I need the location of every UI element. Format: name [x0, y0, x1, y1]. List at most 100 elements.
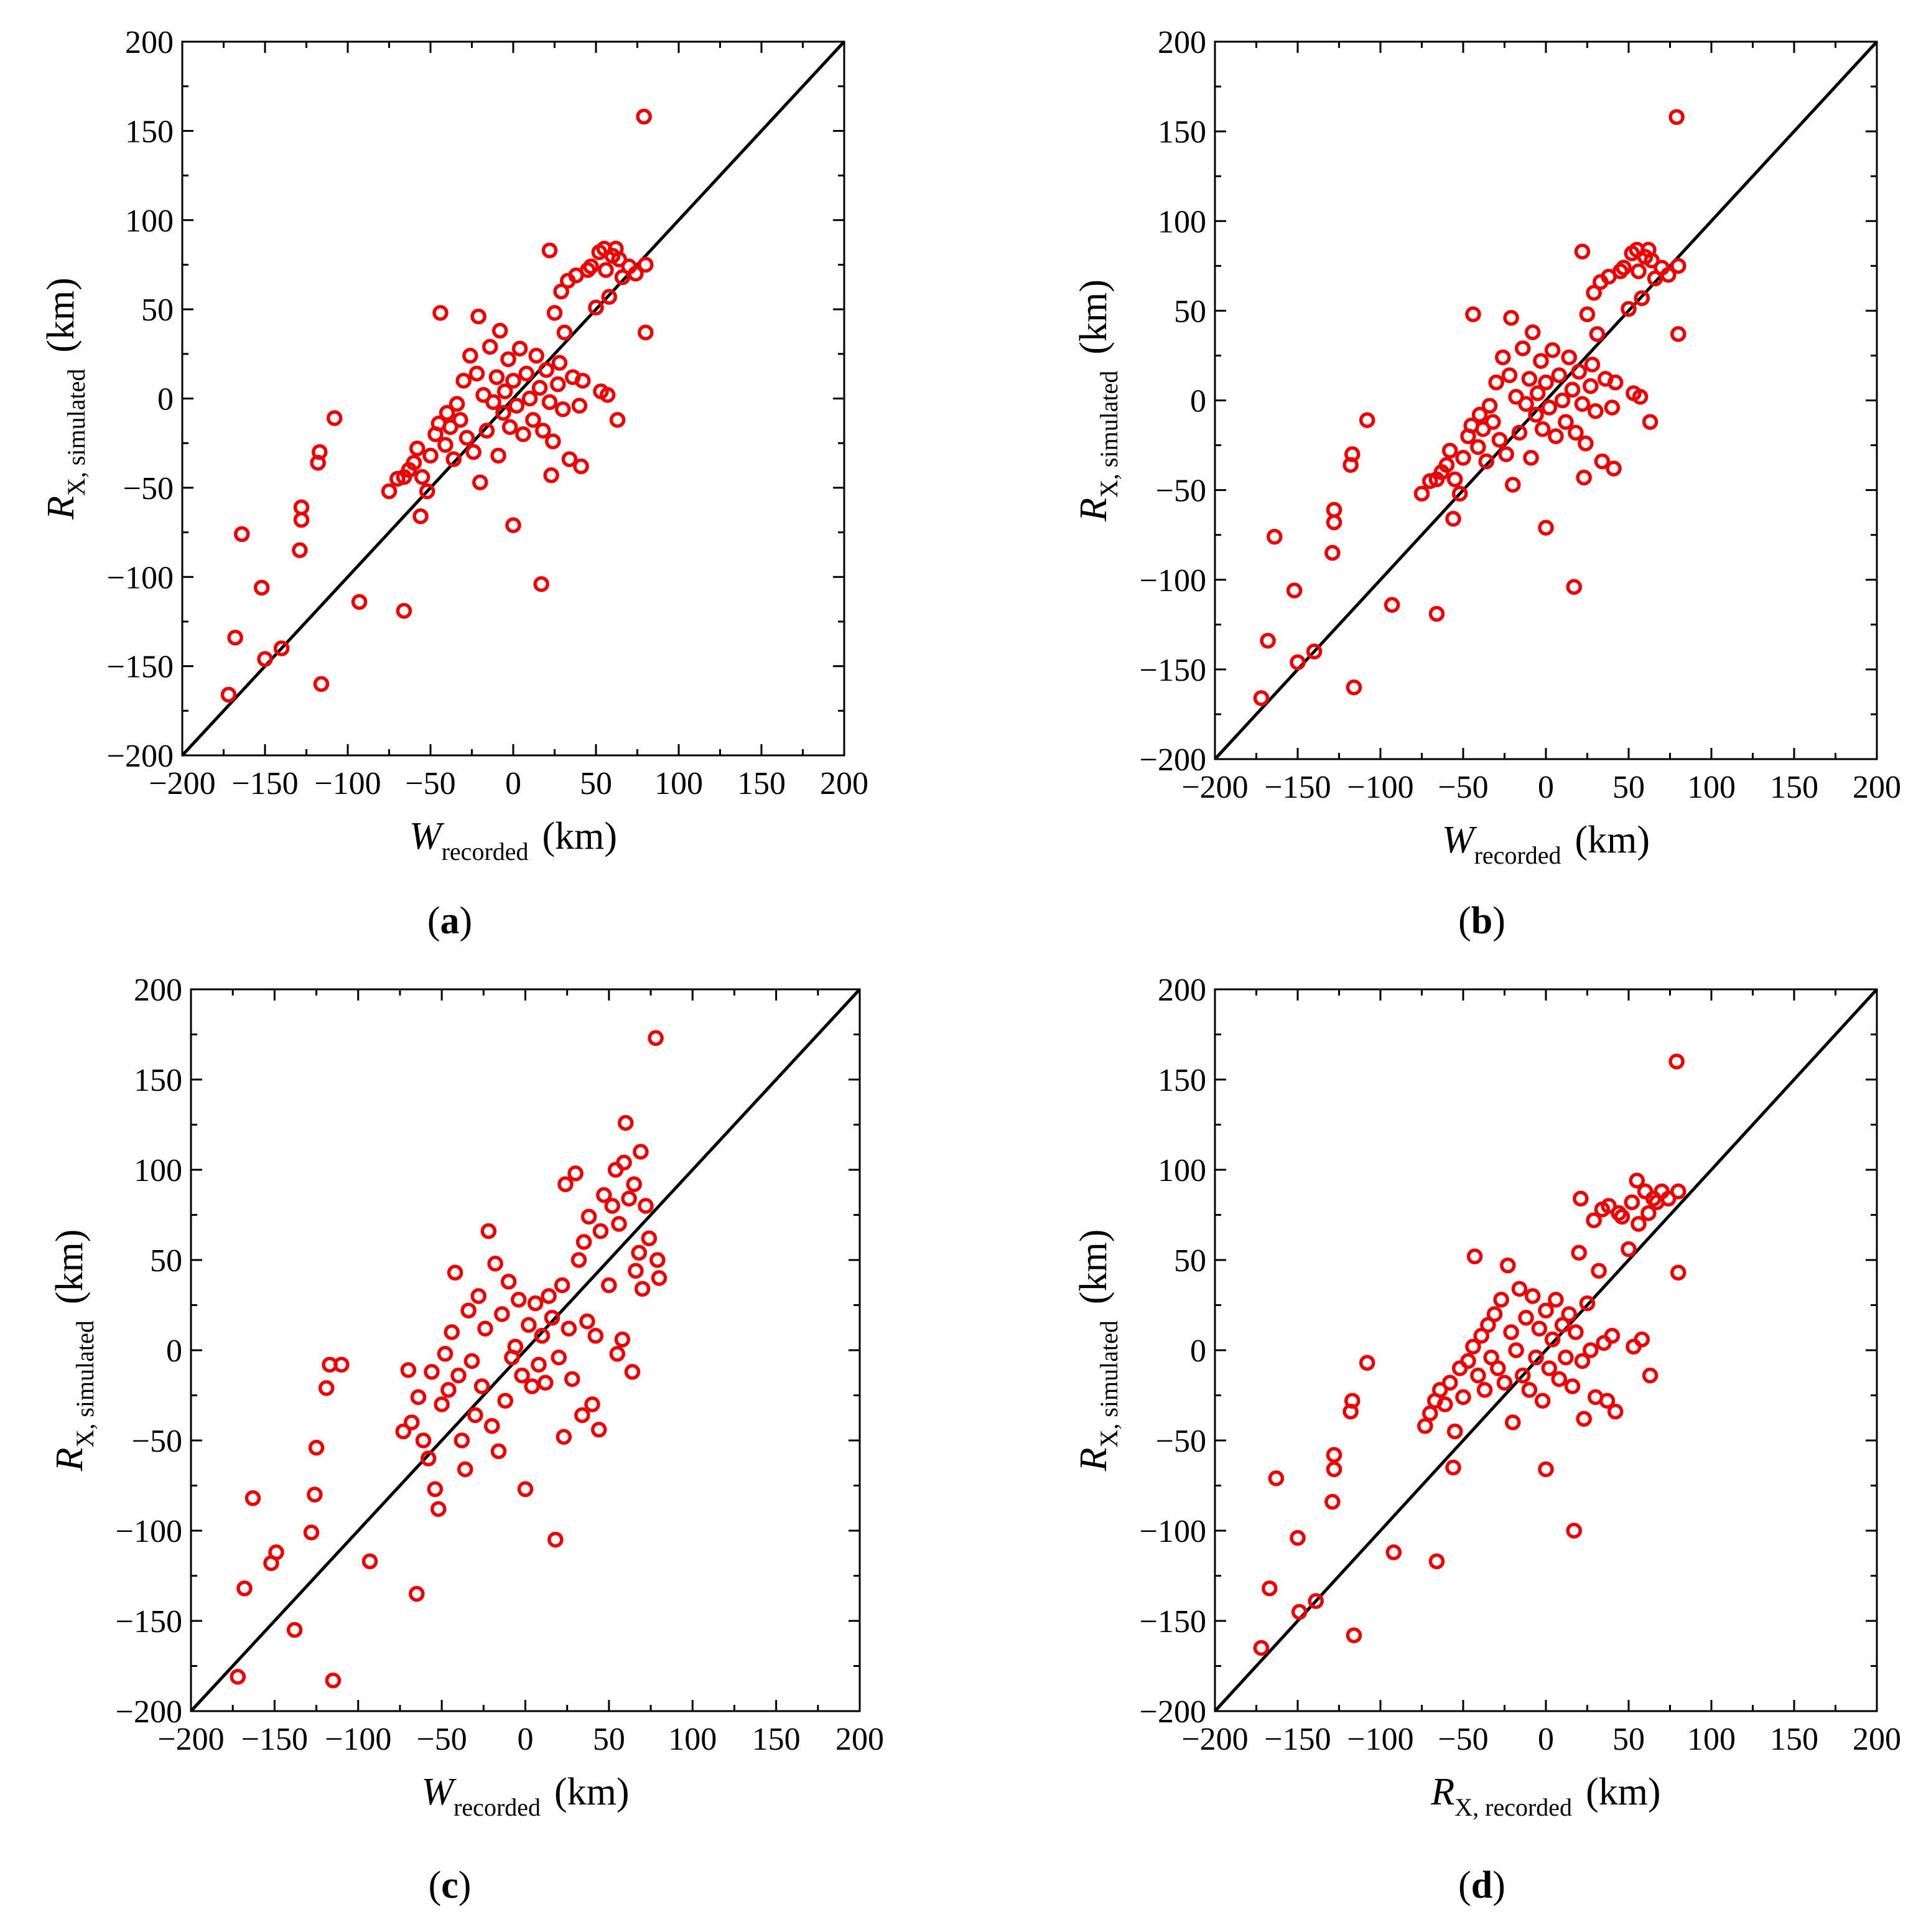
data-point — [442, 419, 458, 436]
data-point — [1551, 1371, 1568, 1388]
y-axis-title: RX, simulated(km) — [1072, 1230, 1123, 1472]
data-point — [1578, 435, 1594, 452]
data-point — [1475, 421, 1491, 437]
data-point — [1253, 1640, 1270, 1656]
data-point — [310, 454, 326, 471]
data-point — [1521, 1382, 1538, 1398]
data-point — [1621, 1241, 1637, 1258]
x-tick-label: −50 — [1438, 770, 1488, 805]
data-point — [1326, 514, 1342, 531]
data-point — [308, 1439, 325, 1456]
y-tick-label: 150 — [125, 114, 174, 149]
data-point — [1500, 1257, 1516, 1274]
panel-label: (c) — [429, 1864, 472, 1906]
data-point — [633, 1144, 649, 1160]
data-point — [227, 629, 243, 646]
data-point — [303, 1524, 320, 1541]
data-point — [1308, 1593, 1324, 1609]
data-point — [573, 458, 589, 475]
data-point — [1445, 510, 1461, 527]
data-points — [230, 1030, 668, 1689]
data-point — [1642, 1367, 1658, 1384]
data-point — [1490, 1360, 1506, 1376]
data-point — [409, 441, 426, 457]
reference-line — [190, 988, 861, 1712]
y-tick-label: 100 — [125, 203, 174, 239]
data-point — [455, 373, 472, 389]
x-tick-label: 50 — [1612, 770, 1645, 805]
data-point — [293, 511, 310, 528]
data-point — [1441, 442, 1458, 459]
data-point — [1614, 1208, 1631, 1225]
y-tick-label: −150 — [116, 1604, 182, 1640]
data-point — [1385, 1544, 1402, 1561]
data-point — [1566, 1523, 1582, 1539]
x-tick-label: 50 — [593, 1722, 625, 1757]
data-point — [457, 1461, 473, 1478]
data-point — [273, 640, 290, 656]
data-point — [351, 594, 368, 610]
data-point — [1515, 340, 1531, 357]
data-point — [1260, 633, 1276, 649]
data-point — [1505, 1414, 1521, 1430]
data-point — [596, 1187, 612, 1203]
data-point — [507, 1338, 524, 1355]
data-point — [1359, 412, 1375, 428]
data-point — [485, 394, 501, 410]
data-point — [564, 1371, 580, 1388]
data-point — [1571, 363, 1587, 380]
data-point — [1466, 1248, 1483, 1264]
data-point — [604, 1198, 620, 1214]
data-point — [1534, 421, 1551, 437]
data-point — [546, 305, 563, 321]
data-point — [1478, 453, 1494, 470]
data-point — [1422, 473, 1438, 489]
x-tick-label: −200 — [149, 766, 215, 801]
data-point — [1604, 1328, 1621, 1344]
y-tick-label: 0 — [1190, 1333, 1206, 1369]
data-point — [1616, 259, 1632, 276]
data-point — [1579, 306, 1596, 322]
data-point — [1660, 266, 1677, 283]
data-point — [452, 412, 468, 428]
data-point — [1428, 605, 1445, 622]
x-tick-label: −200 — [1181, 1722, 1248, 1757]
data-point — [636, 108, 652, 125]
data-point — [518, 365, 535, 382]
data-point — [1583, 378, 1599, 394]
data-point — [462, 347, 478, 364]
data-point — [500, 351, 516, 368]
data-point — [574, 1407, 590, 1424]
data-point — [1515, 1367, 1531, 1384]
data-point — [1481, 398, 1498, 414]
y-tick-label: −100 — [1140, 1514, 1206, 1549]
data-point — [1548, 428, 1564, 444]
data-point — [598, 262, 614, 278]
data-point — [1326, 502, 1342, 518]
y-tick-label: 50 — [1174, 294, 1206, 329]
data-points — [220, 108, 654, 703]
data-point — [547, 1531, 564, 1548]
data-point — [396, 602, 412, 619]
data-point — [1524, 324, 1541, 340]
data-point — [524, 1378, 540, 1394]
data-point — [1485, 414, 1501, 430]
x-tick-label: 0 — [1538, 770, 1554, 805]
data-point — [531, 380, 548, 396]
data-point — [1538, 520, 1554, 536]
data-point — [1533, 353, 1549, 369]
data-point — [580, 1208, 597, 1225]
x-tick-label: 150 — [737, 766, 786, 801]
data-point — [234, 526, 250, 543]
data-point — [1568, 1324, 1584, 1340]
x-tick-label: 150 — [1770, 770, 1818, 805]
data-point — [1538, 1302, 1554, 1318]
y-tick-label: −200 — [107, 739, 174, 774]
data-point — [1528, 1349, 1544, 1366]
data-point — [614, 1331, 631, 1348]
data-point — [1660, 1190, 1677, 1207]
y-tick-label: 200 — [1158, 973, 1206, 1008]
data-point — [409, 1585, 425, 1602]
y-axis-title: RX, simulated(km) — [40, 278, 90, 520]
y-tick-label: −150 — [1140, 653, 1206, 688]
